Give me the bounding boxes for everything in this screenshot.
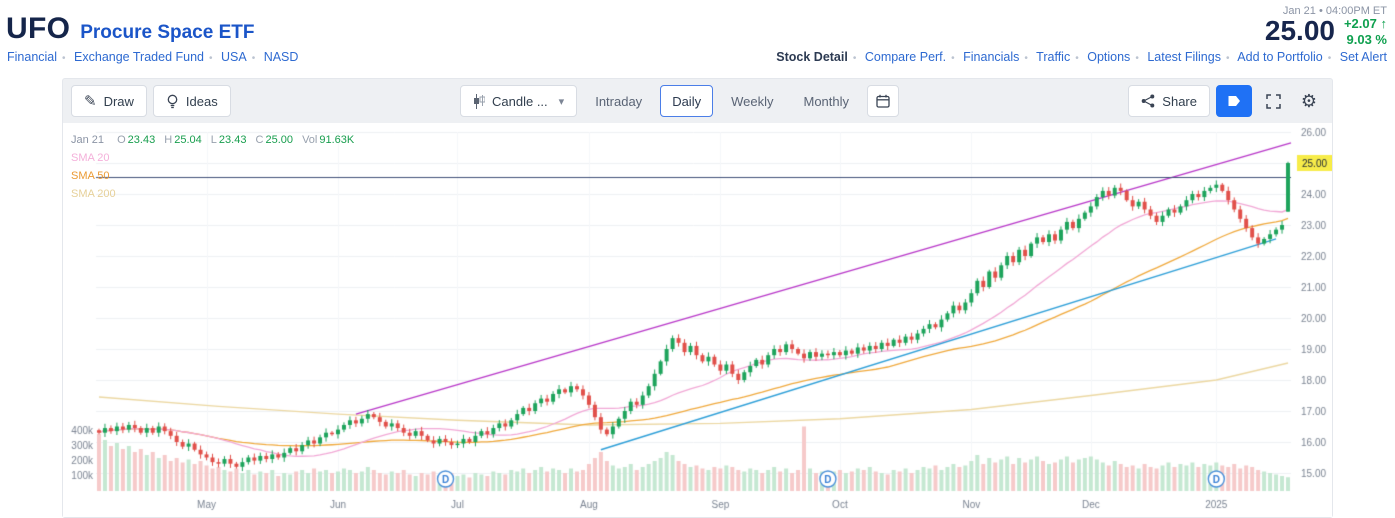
expand-icon: [1265, 93, 1281, 109]
chart-area: Jan 21 O 23.43 H 25.04 L 23.43 C 25.00 Vol 91…: [63, 123, 1332, 517]
chart-panel: ✎ Draw Ideas Candle ... ▾ Intraday Daily…: [62, 78, 1333, 518]
nav-set-alert[interactable]: Set Alert: [1339, 50, 1387, 64]
breadcrumb-industry[interactable]: Exchange Traded Fund: [74, 50, 204, 64]
last-price: 25.00: [1264, 15, 1335, 46]
candlestick-icon: [474, 93, 486, 109]
fullscreen-button[interactable]: [1258, 85, 1288, 117]
up-arrow-icon: ↑: [1380, 16, 1388, 31]
tab-intraday[interactable]: Intraday: [595, 93, 643, 109]
date-range-button[interactable]: [867, 85, 900, 117]
nav-options[interactable]: Options: [1087, 50, 1131, 64]
breadcrumb-exchange[interactable]: NASD: [263, 50, 299, 64]
header: UFO Procure Space ETF Financial Exchange…: [0, 0, 1395, 78]
settings-button[interactable]: ⚙: [1294, 85, 1324, 117]
page-nav: Stock Detail Compare Perf. Financials Tr…: [776, 50, 1387, 64]
nav-latest-filings[interactable]: Latest Filings: [1147, 50, 1221, 64]
price-label-button[interactable]: [1216, 85, 1252, 117]
nav-stock-detail[interactable]: Stock Detail: [776, 50, 848, 64]
change-value: +2.07: [1343, 16, 1377, 31]
nav-add-to-portfolio[interactable]: Add to Portfolio: [1237, 50, 1323, 64]
quote-block: 25.00 +2.07 ↑ 9.03 %: [1265, 16, 1387, 49]
chevron-down-icon: ▾: [558, 95, 565, 108]
tab-weekly[interactable]: Weekly: [731, 93, 774, 109]
ticker-symbol: UFO: [6, 12, 71, 45]
price-change: +2.07 ↑ 9.03 %: [1344, 16, 1387, 49]
change-percent: 9.03 %: [1346, 32, 1387, 48]
nav-traffic[interactable]: Traffic: [1036, 50, 1071, 64]
breadcrumb: Financial Exchange Traded Fund USA NASD: [7, 50, 298, 64]
breadcrumb-country[interactable]: USA: [220, 50, 247, 64]
share-icon: [1141, 94, 1155, 108]
pencil-icon: ✎: [84, 93, 97, 110]
tab-daily[interactable]: Daily: [660, 85, 714, 117]
gear-icon: ⚙: [1300, 90, 1318, 111]
share-button[interactable]: Share: [1128, 85, 1210, 117]
lightbulb-icon: [167, 94, 178, 108]
price-chart-canvas[interactable]: [63, 123, 1332, 517]
draw-button[interactable]: ✎ Draw: [71, 85, 147, 117]
tab-monthly[interactable]: Monthly: [803, 93, 850, 109]
nav-compare-perf[interactable]: Compare Perf.: [864, 50, 947, 64]
chart-type-dropdown[interactable]: Candle ... ▾: [460, 85, 578, 117]
breadcrumb-sector[interactable]: Financial: [7, 50, 58, 64]
nav-financials[interactable]: Financials: [963, 50, 1020, 64]
calendar-icon: [876, 94, 890, 108]
security-name: Procure Space ETF: [80, 22, 255, 43]
quote-timestamp: Jan 21 • 04:00PM ET: [1282, 5, 1387, 17]
tag-icon: [1228, 96, 1240, 106]
ideas-button[interactable]: Ideas: [152, 85, 231, 117]
chart-toolbar: ✎ Draw Ideas Candle ... ▾ Intraday Daily…: [63, 79, 1332, 123]
